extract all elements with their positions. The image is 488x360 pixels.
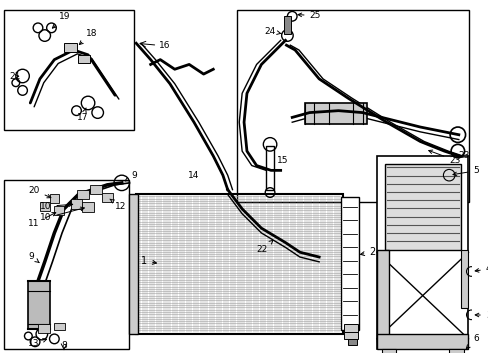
Text: 23: 23: [457, 152, 468, 161]
Bar: [341, 197, 358, 330]
Text: 12: 12: [110, 199, 126, 211]
Text: 14: 14: [188, 171, 199, 180]
Text: 25: 25: [297, 11, 320, 20]
Bar: [54, 323, 65, 330]
Bar: [381, 348, 395, 356]
Bar: [347, 339, 356, 345]
Text: 2: 2: [360, 247, 375, 257]
Text: 22: 22: [256, 240, 272, 254]
Bar: [28, 281, 49, 329]
Text: 10: 10: [40, 207, 84, 222]
Bar: [344, 324, 357, 332]
Text: 9: 9: [28, 252, 39, 263]
Text: 10: 10: [40, 202, 73, 211]
Bar: [460, 250, 468, 308]
Bar: [49, 194, 59, 203]
Text: 1: 1: [141, 256, 156, 266]
Bar: [265, 146, 273, 190]
Text: 4: 4: [474, 265, 488, 274]
Text: 21: 21: [9, 72, 20, 81]
Text: 6: 6: [466, 334, 478, 348]
Text: 20: 20: [28, 185, 51, 198]
Bar: [38, 324, 49, 333]
Text: 3: 3: [474, 311, 488, 320]
Bar: [283, 16, 291, 33]
Text: 7: 7: [0, 359, 1, 360]
Text: 23: 23: [428, 150, 460, 165]
Bar: [64, 43, 77, 52]
Text: 16: 16: [159, 41, 170, 50]
Bar: [304, 103, 366, 124]
Text: 8: 8: [61, 341, 67, 350]
Bar: [448, 348, 463, 356]
Bar: [4, 10, 134, 130]
Bar: [102, 193, 113, 202]
Bar: [237, 10, 468, 202]
Bar: [344, 332, 357, 339]
Text: 13: 13: [28, 339, 46, 348]
Bar: [376, 156, 468, 348]
Text: 5: 5: [452, 166, 478, 176]
Bar: [4, 180, 129, 348]
Bar: [40, 202, 49, 211]
Bar: [128, 194, 138, 334]
Bar: [82, 202, 94, 212]
Bar: [78, 55, 90, 63]
Bar: [376, 250, 388, 342]
Bar: [384, 164, 460, 250]
Bar: [77, 190, 89, 199]
Text: 18: 18: [79, 28, 98, 45]
Text: 19: 19: [52, 12, 71, 28]
Text: 17: 17: [76, 108, 88, 122]
Text: 15: 15: [276, 156, 288, 165]
Bar: [376, 334, 468, 348]
Text: 24: 24: [264, 27, 281, 36]
Bar: [54, 206, 64, 215]
Text: 9: 9: [125, 171, 137, 181]
Text: 11: 11: [28, 213, 56, 228]
Bar: [90, 185, 102, 194]
Bar: [71, 199, 82, 209]
